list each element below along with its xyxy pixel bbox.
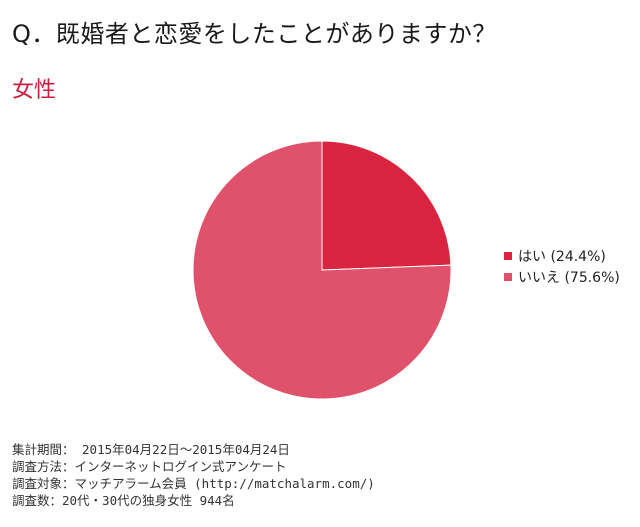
legend-swatch-no: [504, 272, 512, 281]
pie-slices: [192, 140, 452, 400]
legend-item-no: いいえ (75.6%): [504, 266, 620, 287]
legend-label-no: いいえ (75.6%): [518, 269, 620, 286]
chart-legend: はい (24.4%) いいえ (75.6%): [504, 245, 620, 287]
pie-slice-yes: [321, 140, 452, 271]
legend-item-yes: はい (24.4%): [504, 245, 620, 266]
survey-footer: 集計期間： 2015年04月22日～2015年04月24日 調査方法：インターネ…: [12, 441, 375, 509]
survey-period: 集計期間： 2015年04月22日～2015年04月24日: [12, 442, 290, 457]
question-title: Q．既婚者と恋愛をしたことがありますか？: [12, 20, 497, 48]
pie-slice-no: [192, 140, 452, 400]
survey-count: 調査数：20代・30代の独身女性 944名: [12, 493, 235, 508]
survey-target: 調査対象：マッチアラーム会員 (http://matchalarm.com/): [12, 476, 375, 491]
legend-label-yes: はい (24.4%): [518, 248, 606, 265]
survey-method: 調査方法：インターネットログイン式アンケート: [12, 459, 287, 474]
chart-subtitle: 女性: [12, 78, 57, 103]
legend-swatch-yes: [504, 251, 512, 260]
